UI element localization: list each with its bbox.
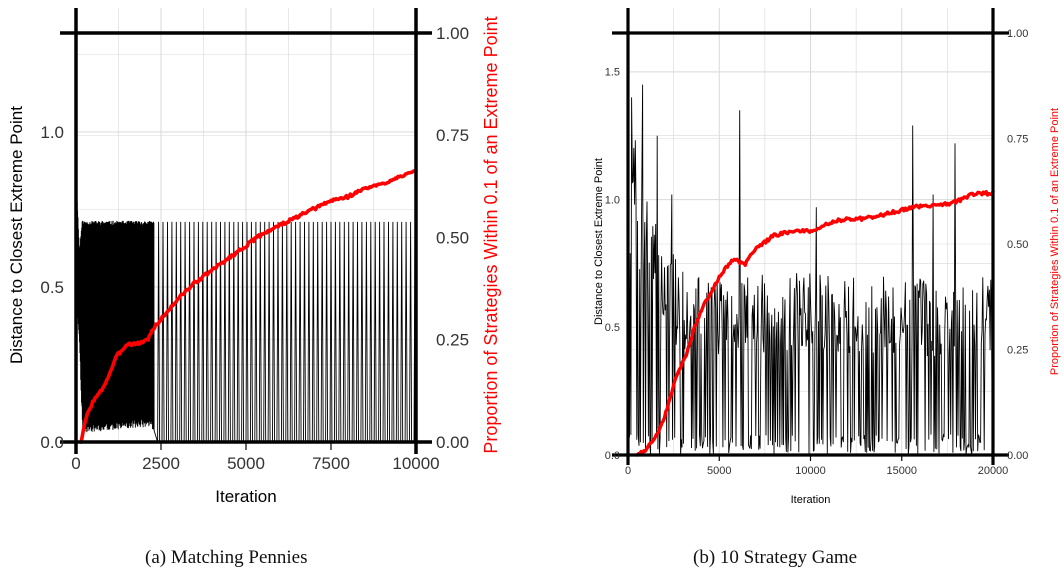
y-axis-title: Distance to Closest Extreme Point [7,106,26,364]
y2-tick-label: 0.75 [1007,133,1028,145]
y-axis-title: Distance to Closest Extreme Point [593,158,605,325]
x-tick-label: 0 [71,454,80,473]
distance-line [75,171,417,443]
y2-tick-label: 0.50 [1007,239,1028,251]
x-tick-label: 2500 [142,454,180,473]
y-tick-label: 0.0 [605,450,620,462]
y-tick-label: 0.5 [605,322,620,334]
y-tick-label: 1.5 [605,67,620,79]
x-tick-label: 5000 [707,465,731,477]
y2-tick-label: 0.50 [436,228,469,247]
series-distance [75,171,417,443]
y2-tick-label: 1.00 [436,24,469,43]
x-tick-label: 0 [625,465,631,477]
y2-tick-label: 1.00 [1007,28,1028,40]
y2-tick-label: 0.00 [1007,450,1028,462]
x-tick-label: 20000 [978,465,1009,477]
x-tick-label: 10000 [795,465,826,477]
y-tick-label: 0.0 [40,433,64,452]
y2-tick-label: 0.75 [436,126,469,145]
x-tick-label: 15000 [886,465,917,477]
y-tick-label: 1.0 [40,123,64,142]
proportion-line [79,169,418,444]
chart-panel-a: 0 2500 5000 7500 10000 0.0 0.5 1.0 0.00 0.25 0.50 0… [7,8,501,506]
chart-panel-b: 0 5000 10000 15000 20000 0.0 0.5 1.0 1.5 0.00 0.25… [593,8,1061,506]
y2-tick-label: 0.25 [436,331,469,350]
y2-tick-label: 0.25 [1007,344,1028,356]
y2-tick-label: 0.00 [436,433,469,452]
y-tick-label: 0.5 [40,278,64,297]
x-tick-label: 7500 [312,454,350,473]
y-tick-label: 1.0 [605,194,620,206]
y2-axis-title: Proportion of Strategies Within 0.1 of a… [1049,108,1061,375]
caption-a: (a) Matching Pennies [145,547,308,568]
x-tick-label: 5000 [227,454,265,473]
y2-axis-title: Proportion of Strategies Within 0.1 of a… [481,16,501,453]
x-axis-title: Iteration [215,487,276,506]
proportion-line [635,189,995,457]
caption-b: (b) 10 Strategy Game [693,547,858,568]
x-tick-label: 10000 [392,454,439,473]
x-axis-title: Iteration [791,494,831,506]
